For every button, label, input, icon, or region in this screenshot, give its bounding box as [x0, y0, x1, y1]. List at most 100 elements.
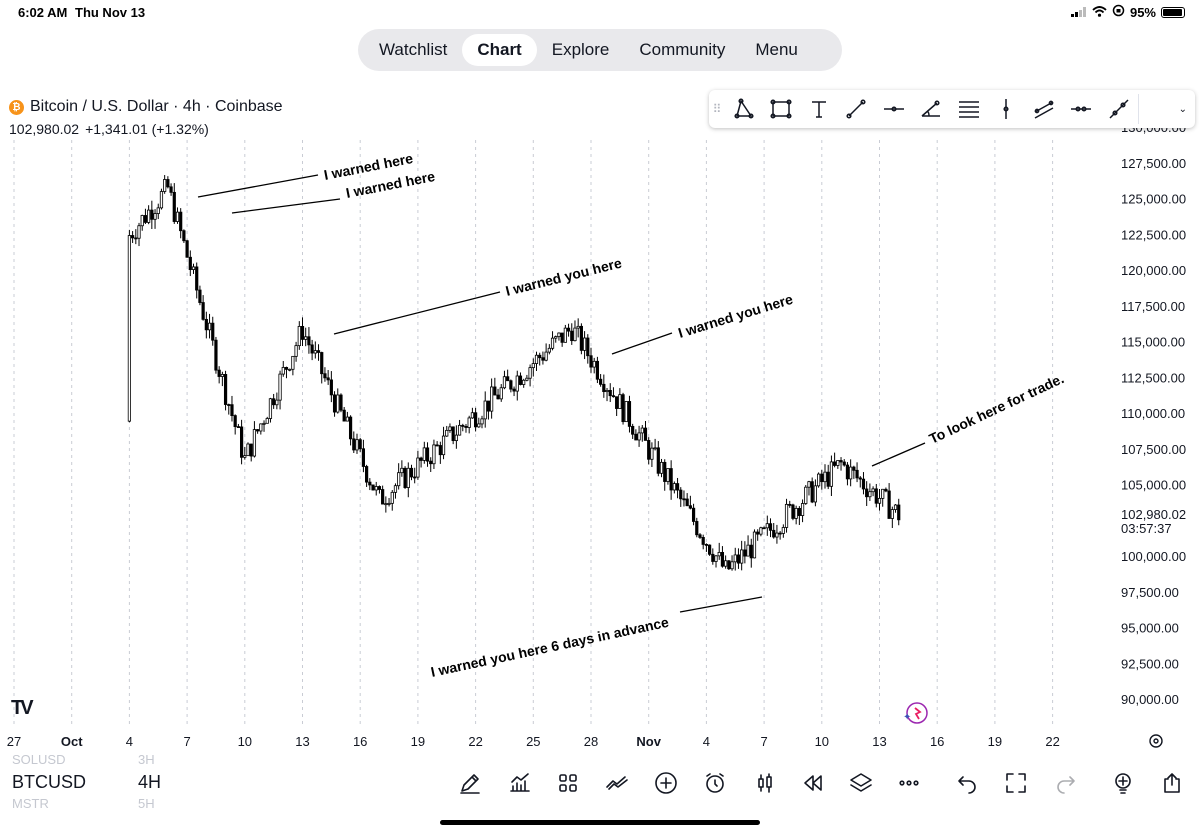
horizontal-line-icon[interactable]	[875, 90, 913, 128]
candle-body	[579, 325, 583, 351]
candle-body	[416, 457, 420, 478]
angle-icon[interactable]	[913, 90, 951, 128]
tab-community[interactable]: Community	[639, 40, 726, 59]
candle-body	[592, 360, 596, 368]
timeframe-option[interactable]: 3H	[138, 752, 155, 767]
grid-icon[interactable]	[553, 768, 583, 798]
vertical-line-icon[interactable]	[988, 90, 1026, 128]
candle-body	[647, 440, 651, 460]
annotation-label: I warned you here	[676, 291, 795, 341]
fullscreen-icon[interactable]	[1001, 768, 1031, 798]
candle-body	[550, 337, 555, 349]
redo-icon[interactable]	[1051, 768, 1081, 798]
candle-body	[397, 472, 401, 487]
symbol-selector[interactable]: BTCUSD	[12, 772, 87, 792]
time-tick: 19	[411, 734, 425, 749]
time-tick: 19	[988, 734, 1002, 749]
undo-icon[interactable]	[952, 768, 982, 798]
add-icon[interactable]	[651, 768, 681, 798]
candle-body	[791, 504, 795, 519]
candle-body	[230, 404, 234, 417]
ai-assistant-icon[interactable]: ✦	[903, 702, 928, 724]
candle-body	[275, 399, 279, 406]
toolbar-dropdown-chevron-icon[interactable]: ⌄	[1137, 94, 1196, 124]
candle-body	[711, 553, 715, 562]
time-tick: 4	[703, 734, 710, 749]
last-price-label: 102,980.02	[1121, 507, 1186, 522]
candle-body	[538, 354, 542, 359]
more-icon[interactable]	[894, 768, 924, 798]
text-icon[interactable]	[800, 90, 838, 128]
parallel-channel-icon[interactable]	[1025, 90, 1063, 128]
time-tick: 27	[7, 734, 21, 749]
candle-body	[589, 355, 593, 368]
candle-body	[582, 337, 587, 351]
indicators-icon[interactable]	[505, 768, 535, 798]
pen-icon[interactable]	[455, 768, 485, 798]
symbol-header[interactable]: ₿ Bitcoin / U.S. Dollar · 4h · Coinbase	[9, 98, 283, 116]
candle-body	[525, 377, 529, 381]
tab-watchlist[interactable]: Watchlist	[379, 40, 448, 59]
candle-body	[842, 461, 846, 466]
idea-icon[interactable]	[1108, 768, 1138, 798]
share-icon[interactable]	[1157, 768, 1187, 798]
candle-body	[849, 466, 853, 480]
time-tick: Oct	[61, 734, 83, 749]
candle-body	[342, 409, 346, 422]
candle-body	[621, 394, 625, 423]
timeframe-selector[interactable]: 4H	[138, 772, 162, 792]
candle-body	[445, 429, 449, 437]
drag-handle-icon[interactable]: ⠿	[712, 102, 722, 116]
candle-body	[217, 369, 221, 377]
candle-body	[422, 447, 426, 461]
candle-body	[724, 560, 728, 567]
price-tick: 117,500.00	[1121, 299, 1185, 314]
candle-body	[310, 344, 314, 354]
price-tick: 95,000.00	[1121, 621, 1179, 636]
replay-icon[interactable]	[798, 768, 828, 798]
time-tick: 10	[815, 734, 829, 749]
candle-body	[413, 476, 417, 479]
candle-body	[714, 555, 718, 562]
alert-icon[interactable]	[700, 768, 730, 798]
candle-type-icon[interactable]	[750, 768, 780, 798]
trend-line-icon[interactable]	[838, 90, 876, 128]
candle-body	[169, 186, 173, 193]
candle-body	[865, 488, 869, 498]
triangle-icon[interactable]	[725, 90, 763, 128]
candle-body	[368, 481, 372, 486]
candle-body	[236, 426, 240, 428]
candle-body	[461, 424, 465, 427]
timeframe-option[interactable]: 5H	[138, 796, 155, 811]
candle-body	[425, 447, 430, 462]
candle-body	[573, 327, 577, 342]
candle-body	[720, 552, 725, 567]
candle-body	[512, 388, 516, 392]
candle-body	[214, 339, 218, 371]
candle-body	[470, 412, 474, 419]
candle-body	[704, 544, 709, 546]
tab-explore[interactable]: Explore	[551, 40, 610, 59]
horizontal-ray-icon[interactable]	[1063, 90, 1101, 128]
annotation-line	[611, 332, 673, 355]
candle-body	[807, 481, 811, 488]
candle-body	[320, 352, 324, 375]
symbol-option[interactable]: SOLUSD	[12, 752, 66, 767]
tab-menu[interactable]: Menu	[755, 40, 798, 59]
fib-levels-icon[interactable]	[950, 90, 988, 128]
candle-body	[336, 394, 340, 413]
settings-gear-icon[interactable]	[1149, 734, 1163, 748]
status-indicators: 95%	[1070, 4, 1185, 20]
candle-body	[348, 416, 353, 440]
candle-body	[659, 461, 664, 474]
tab-chart[interactable]: Chart	[462, 34, 537, 66]
rectangle-icon[interactable]	[763, 90, 801, 128]
layers-icon[interactable]	[846, 768, 876, 798]
compare-icon[interactable]	[602, 768, 632, 798]
status-date: Thu Nov 13	[75, 5, 146, 20]
symbol-option[interactable]: MSTR	[12, 796, 49, 811]
extended-line-icon[interactable]	[1100, 90, 1138, 128]
candle-body	[608, 389, 612, 397]
time-tick: 13	[295, 734, 309, 749]
